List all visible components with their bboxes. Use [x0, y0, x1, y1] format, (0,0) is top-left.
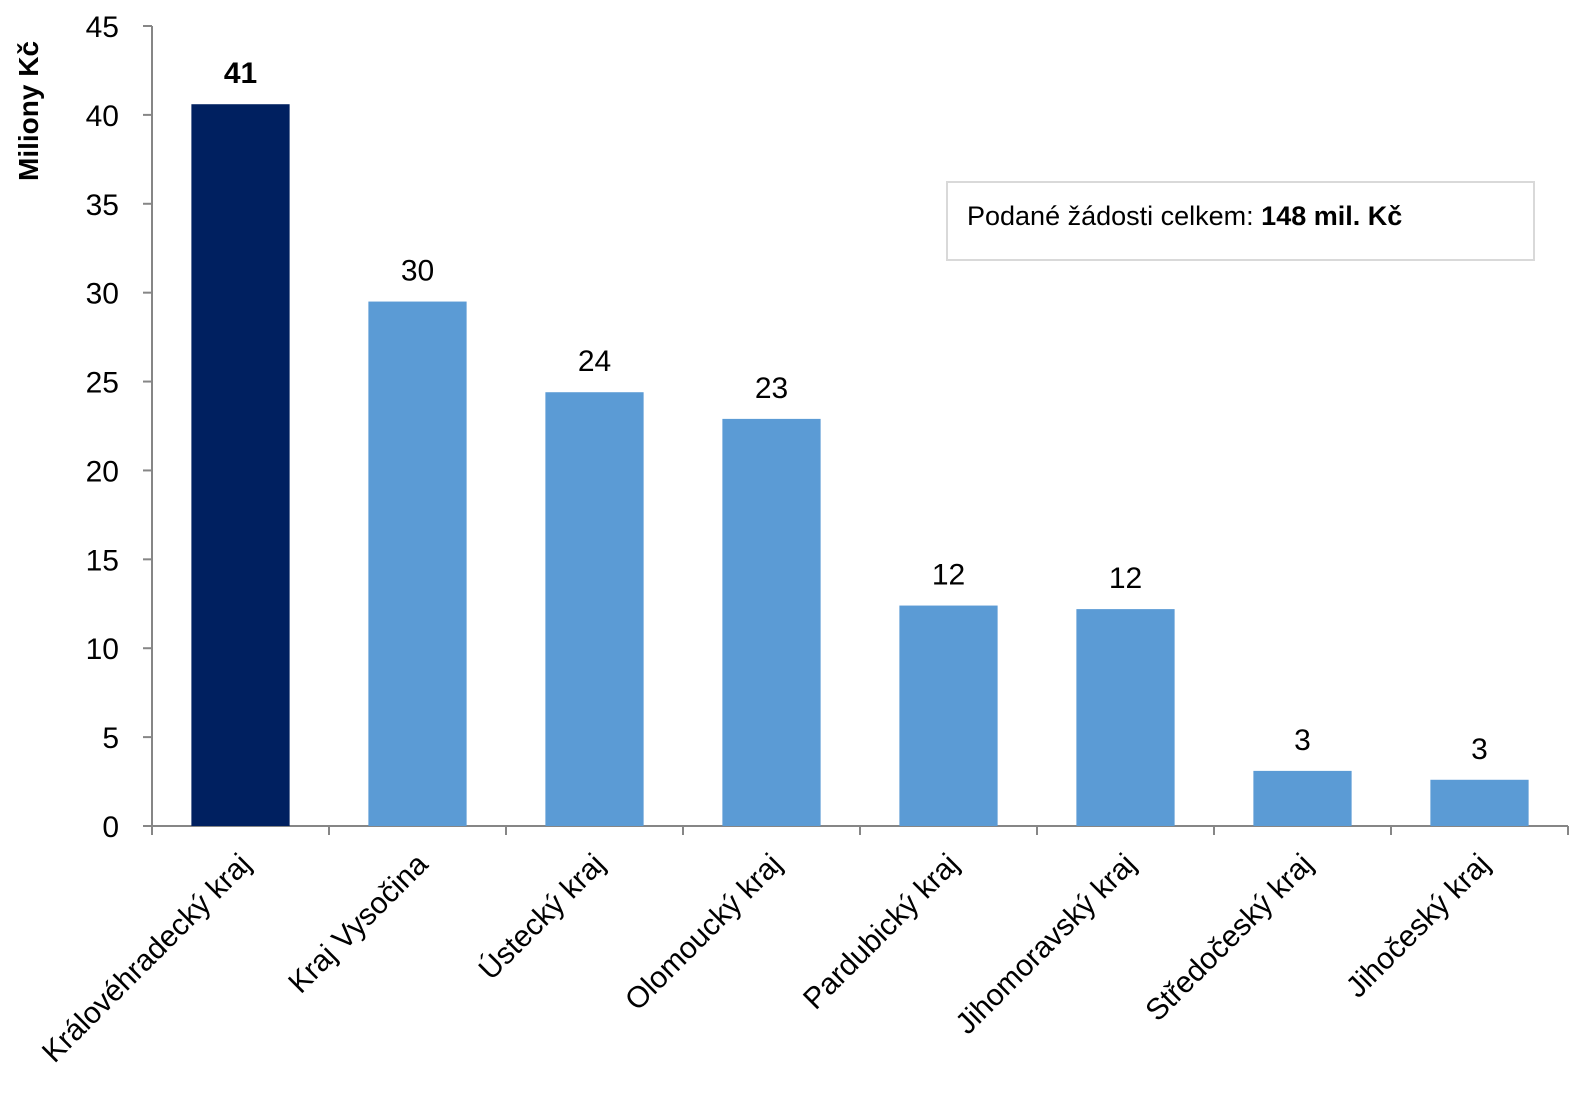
bar: [1430, 779, 1529, 826]
bars: [191, 104, 1529, 826]
y-axis: 0 5 10 15 20 25 30 35 40 45: [86, 11, 153, 844]
category-labels: Královéhradecký kraj Kraj Vysočina Ústecký…: [36, 847, 1496, 1069]
category-label: Jihomoravský kraj: [949, 848, 1142, 1041]
data-label: 3: [1294, 724, 1311, 757]
y-tick-label: 30: [86, 278, 119, 311]
data-label: 24: [578, 345, 611, 378]
bar: [722, 418, 821, 826]
category-label: Královéhradecký kraj: [36, 848, 257, 1069]
data-label: 12: [1109, 562, 1142, 595]
bar: [368, 301, 467, 826]
bar: [191, 104, 290, 826]
data-label: 41: [224, 57, 257, 90]
data-label: 12: [932, 559, 965, 592]
data-label: 23: [755, 372, 788, 405]
category-label: Kraj Vysočina: [282, 847, 434, 999]
y-tick-label: 25: [86, 367, 119, 400]
bar: [899, 605, 998, 826]
total-annotation-box: Podané žádosti celkem: 148 mil. Kč: [946, 181, 1535, 261]
category-label: Olomoucký kraj: [619, 848, 789, 1018]
data-label: 30: [401, 255, 434, 288]
annotation-total: 148 mil. Kč: [1261, 201, 1403, 231]
category-label: Pardubický kraj: [797, 848, 965, 1016]
y-tick-label: 15: [86, 544, 119, 577]
category-label: Jihočeský kraj: [1340, 848, 1497, 1005]
bar: [1076, 609, 1175, 826]
data-label: 3: [1471, 733, 1488, 766]
x-axis: [151, 825, 1569, 835]
y-tick-label: 35: [86, 189, 119, 222]
category-label: Středočeský kraj: [1139, 848, 1319, 1028]
y-tick-label: 10: [86, 633, 119, 666]
y-tick-label: 40: [86, 100, 119, 133]
bar: [545, 392, 644, 826]
value-labels: 41 30 24 23 12 12 3 3: [224, 57, 1488, 766]
y-tick-label: 0: [102, 811, 119, 844]
y-tick-label: 5: [102, 722, 119, 755]
category-label: Ústecký kraj: [473, 848, 612, 987]
y-tick-label: 45: [86, 11, 119, 44]
bar: [1253, 770, 1352, 826]
y-axis-label: Miliony Kč: [13, 41, 44, 181]
annotation-text: Podané žádosti celkem:: [967, 201, 1262, 231]
y-tick-label: 20: [86, 455, 119, 488]
